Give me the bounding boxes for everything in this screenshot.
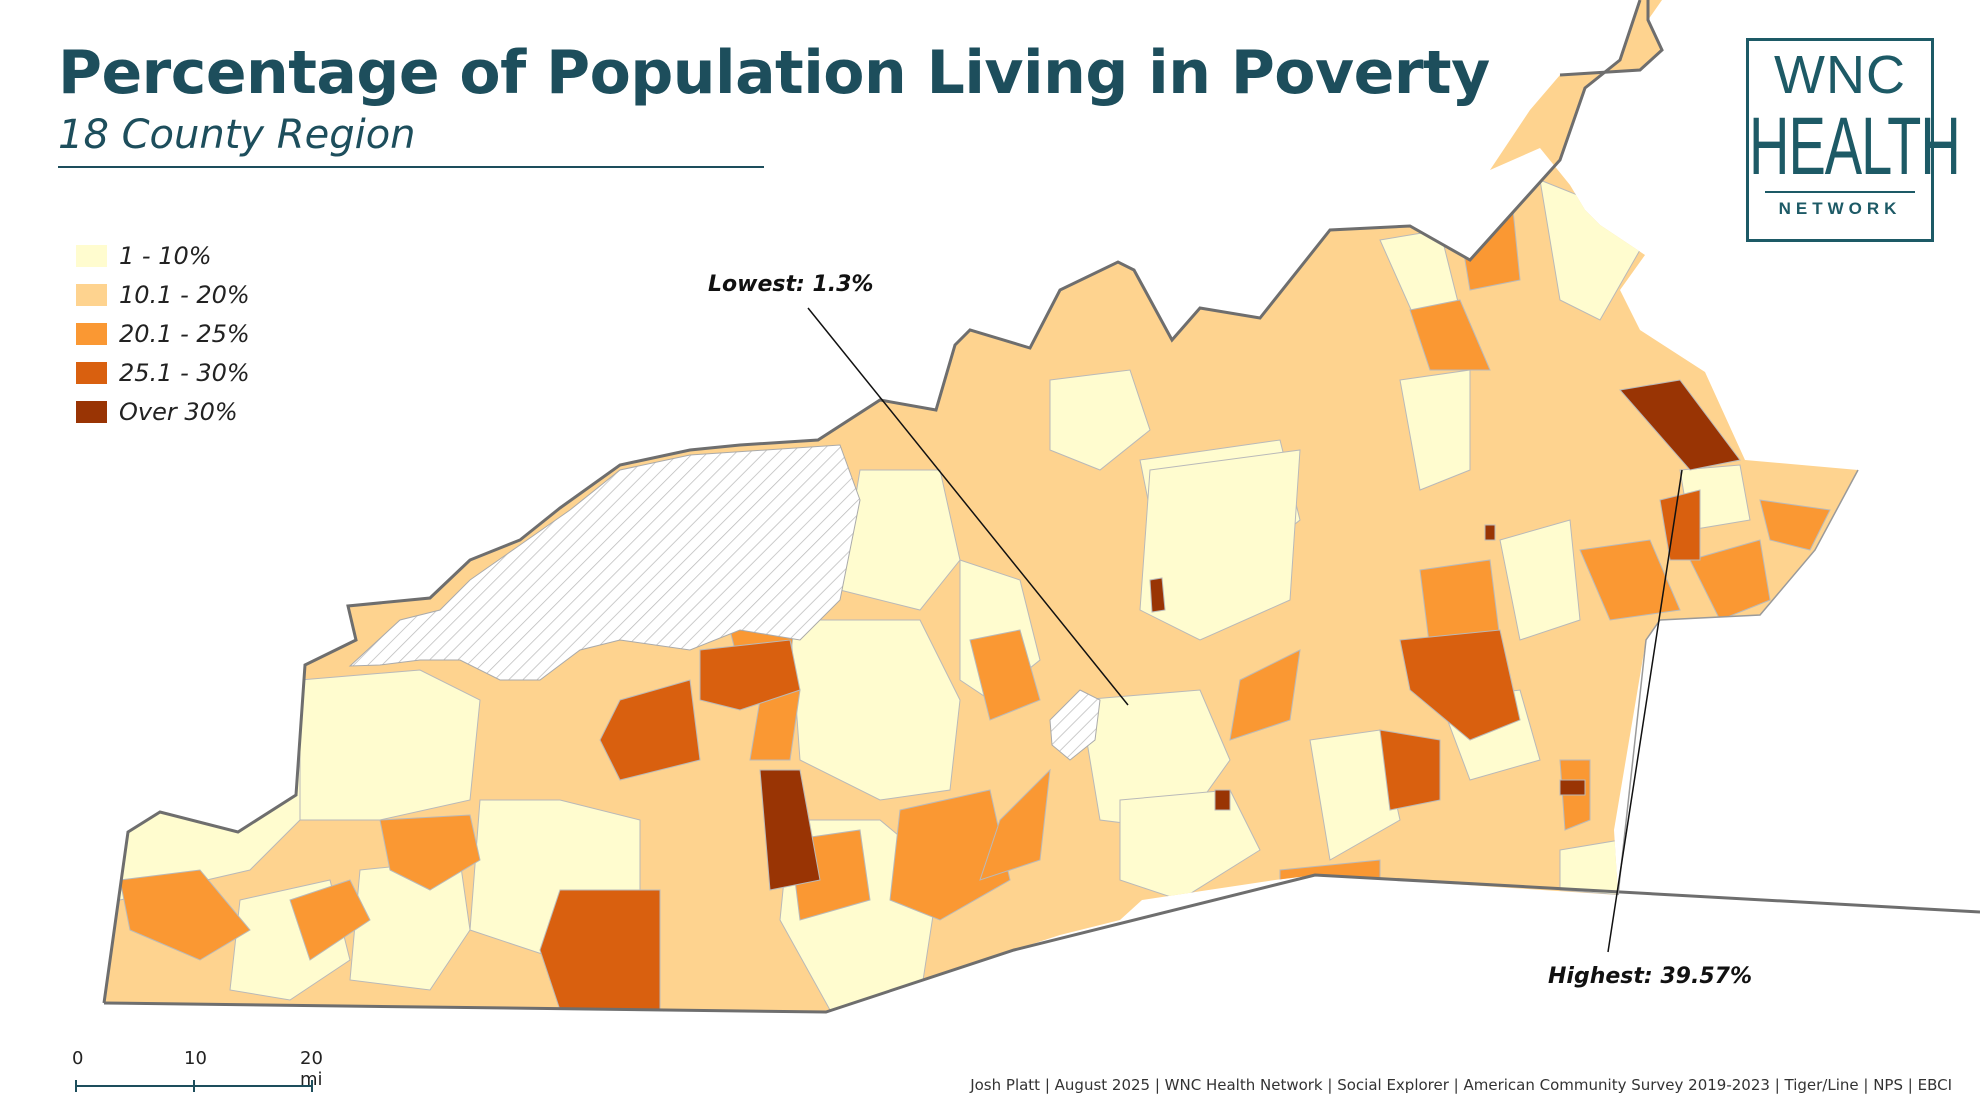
- tract-mid-8: [889, 789, 1011, 921]
- tract-high-4: [1399, 629, 1521, 741]
- wnc-health-network-logo: WNC HEALTH NETWORK: [1746, 38, 1961, 242]
- region-outline-east: [1617, 469, 1859, 896]
- title-divider: [58, 166, 764, 168]
- tract-low-center-5: [1119, 789, 1261, 901]
- region-outline-north-tip: [1559, 0, 1664, 77]
- highest-leader-line: [1607, 469, 1683, 953]
- tract-mid-16: [1759, 499, 1831, 551]
- region-outline: [102, 0, 1642, 1004]
- tract-over30-1: [759, 769, 821, 891]
- legend-label-4: 25.1 - 30%: [119, 358, 250, 387]
- legend-item-5: Over 30%: [76, 392, 250, 431]
- logo-rule: [1765, 191, 1915, 193]
- logo-line-1: WNC: [1774, 45, 1906, 105]
- no-data-area-west: [348, 444, 861, 681]
- legend: 1 - 10% 10.1 - 20% 20.1 - 25% 25.1 - 30%…: [76, 236, 250, 431]
- legend-swatch-2: [76, 283, 107, 306]
- tract-low-east-5: [1559, 839, 1626, 896]
- tract-low-center-3: [1139, 449, 1301, 641]
- tract-over30-3: [1149, 577, 1166, 613]
- legend-swatch-4: [76, 361, 107, 384]
- tract-low-ne-3: [1399, 369, 1471, 491]
- source-credits: Josh Platt | August 2025 | WNC Health Ne…: [970, 1076, 1952, 1094]
- tract-mid-10: [1229, 649, 1301, 741]
- legend-label-5: Over 30%: [119, 397, 238, 426]
- tract-high-6: [1659, 489, 1701, 561]
- tract-mid-9: [979, 768, 1051, 881]
- legend-label-2: 10.1 - 20%: [119, 280, 250, 309]
- lowest-callout: Lowest: 1.3%: [708, 272, 874, 297]
- tract-mid-14: [1579, 539, 1681, 621]
- tract-low-east-1: [1499, 519, 1581, 641]
- legend-item-3: 20.1 - 25%: [76, 314, 250, 353]
- tract-over30-6: [1484, 524, 1496, 541]
- legend-item-2: 10.1 - 20%: [76, 275, 250, 314]
- tract-over30-2: [1619, 379, 1741, 471]
- no-data-area-center: [1049, 689, 1101, 761]
- lowest-leader-line: [807, 307, 1129, 706]
- tract-high-3: [539, 889, 661, 1011]
- legend-swatch-5: [76, 400, 107, 423]
- tract-high-1: [599, 679, 701, 781]
- tract-over30-5: [1214, 789, 1231, 811]
- map-subtitle: 18 County Region: [58, 112, 416, 158]
- tract-low-mid-1: [789, 619, 961, 801]
- legend-swatch-3: [76, 322, 107, 345]
- map-title: Percentage of Population Living in Pover…: [58, 38, 1490, 108]
- tract-high-2: [699, 639, 801, 711]
- tract-mid-7: [969, 629, 1041, 721]
- legend-label-1: 1 - 10%: [119, 241, 212, 270]
- scale-tick-10: 10: [184, 1048, 207, 1069]
- highest-callout: Highest: 39.57%: [1548, 964, 1752, 989]
- tract-low-east-2: [1309, 729, 1401, 861]
- state-line-south: [103, 873, 1980, 1014]
- tract-low-west-2: [299, 669, 481, 821]
- legend-swatch-1: [76, 244, 107, 267]
- scale-tick-0: 0: [72, 1048, 84, 1069]
- tract-mid-3: [379, 814, 481, 891]
- tract-mid-13: [1409, 299, 1491, 371]
- logo-line-2: HEALTH: [1749, 100, 1961, 192]
- scale-tick-20: 20 mi: [300, 1048, 323, 1090]
- legend-label-3: 20.1 - 25%: [119, 319, 250, 348]
- tract-mid-2: [289, 879, 371, 961]
- logo-line-3: NETWORK: [1778, 199, 1902, 218]
- legend-item-4: 25.1 - 30%: [76, 353, 250, 392]
- tract-over30-4: [1559, 779, 1586, 796]
- legend-item-1: 1 - 10%: [76, 236, 250, 275]
- tract-mid-15: [1689, 539, 1771, 621]
- tract-low-center-1: [1049, 369, 1151, 471]
- scale-bar-line: [75, 1080, 313, 1092]
- tract-high-5: [1379, 729, 1441, 811]
- tract-mid-1: [119, 869, 251, 961]
